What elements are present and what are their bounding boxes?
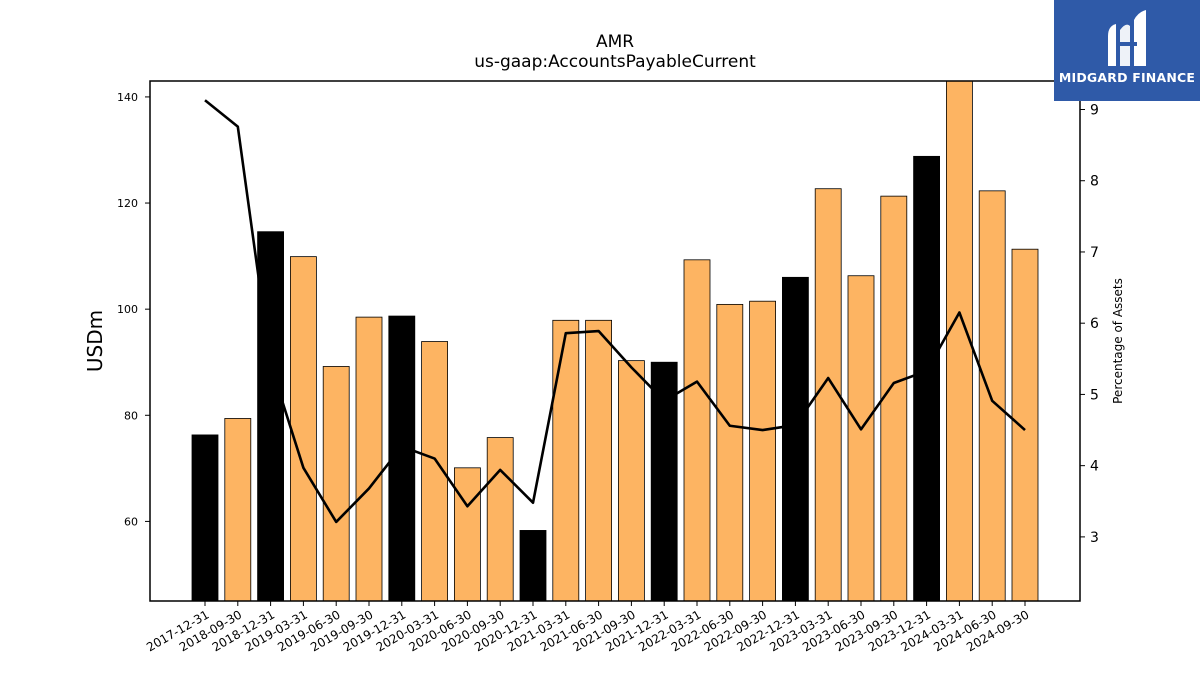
bar-2019-09-30 xyxy=(355,316,383,602)
bar-2020-12-31 xyxy=(519,530,547,602)
y-tick-label: 140 xyxy=(117,91,138,104)
chart-title: AMR xyxy=(595,32,635,52)
bar-2022-03-31 xyxy=(683,259,711,602)
bar-2021-03-31 xyxy=(552,319,580,602)
bar-2020-06-30 xyxy=(453,467,481,602)
bar-2019-03-31 xyxy=(289,256,317,602)
bar-2023-09-30 xyxy=(880,195,908,602)
bar-2023-06-30 xyxy=(847,275,875,602)
x-axis: 2017-12-312018-09-302018-12-312019-03-31… xyxy=(144,601,1032,654)
bar-2024-06-30 xyxy=(978,190,1006,602)
bar-2022-09-30 xyxy=(749,300,776,602)
bar-2021-06-30 xyxy=(585,319,612,602)
bar-2017-12-31 xyxy=(191,434,219,602)
plot-frame xyxy=(149,80,1081,602)
midgard-logo-icon xyxy=(1108,10,1146,67)
line-series xyxy=(204,99,1026,524)
bar-series xyxy=(191,80,1039,602)
bar-2019-06-30 xyxy=(322,366,350,602)
y2-tick-label: 9 xyxy=(1090,102,1099,118)
y-tick-label: 100 xyxy=(117,303,138,316)
y-axis-label: USDm xyxy=(83,310,107,372)
bar-2018-09-30 xyxy=(224,418,252,602)
y2-tick-label: 6 xyxy=(1090,316,1099,332)
bar-2024-09-30 xyxy=(1011,248,1039,602)
bar-2022-12-31 xyxy=(782,276,809,602)
bar-2020-09-30 xyxy=(486,437,514,602)
y2-tick-label: 4 xyxy=(1090,459,1099,475)
brand-logo: MIDGARD FINANCE xyxy=(1054,0,1200,101)
bar-2021-09-30 xyxy=(618,360,645,602)
y-tick-label: 60 xyxy=(124,515,138,528)
y-tick-label: 120 xyxy=(117,197,138,210)
bar-2024-03-31 xyxy=(946,80,973,602)
y2-tick-label: 7 xyxy=(1090,245,1099,261)
percentage-line xyxy=(204,99,1026,524)
bar-2023-12-31 xyxy=(913,155,940,602)
bar-2018-12-31 xyxy=(257,231,285,602)
y2-tick-label: 3 xyxy=(1090,530,1099,546)
bar-2023-03-31 xyxy=(814,188,842,602)
y2-tick-label: 5 xyxy=(1090,387,1099,403)
y-axis-right: 3 4 5 6 7 8 9 xyxy=(1080,102,1099,546)
brand-name: MIDGARD FINANCE xyxy=(1058,70,1196,85)
y2-tick-label: 8 xyxy=(1090,174,1099,190)
chart-subtitle: us-gaap:AccountsPayableCurrent xyxy=(474,52,756,72)
bar-2021-12-31 xyxy=(650,361,678,602)
bar-2022-06-30 xyxy=(716,303,744,602)
y-tick-label: 80 xyxy=(124,409,138,422)
y2-axis-label: Percentage of Assets xyxy=(1111,278,1125,404)
y-axis-left: 60 80 100 120 140 xyxy=(117,91,150,528)
